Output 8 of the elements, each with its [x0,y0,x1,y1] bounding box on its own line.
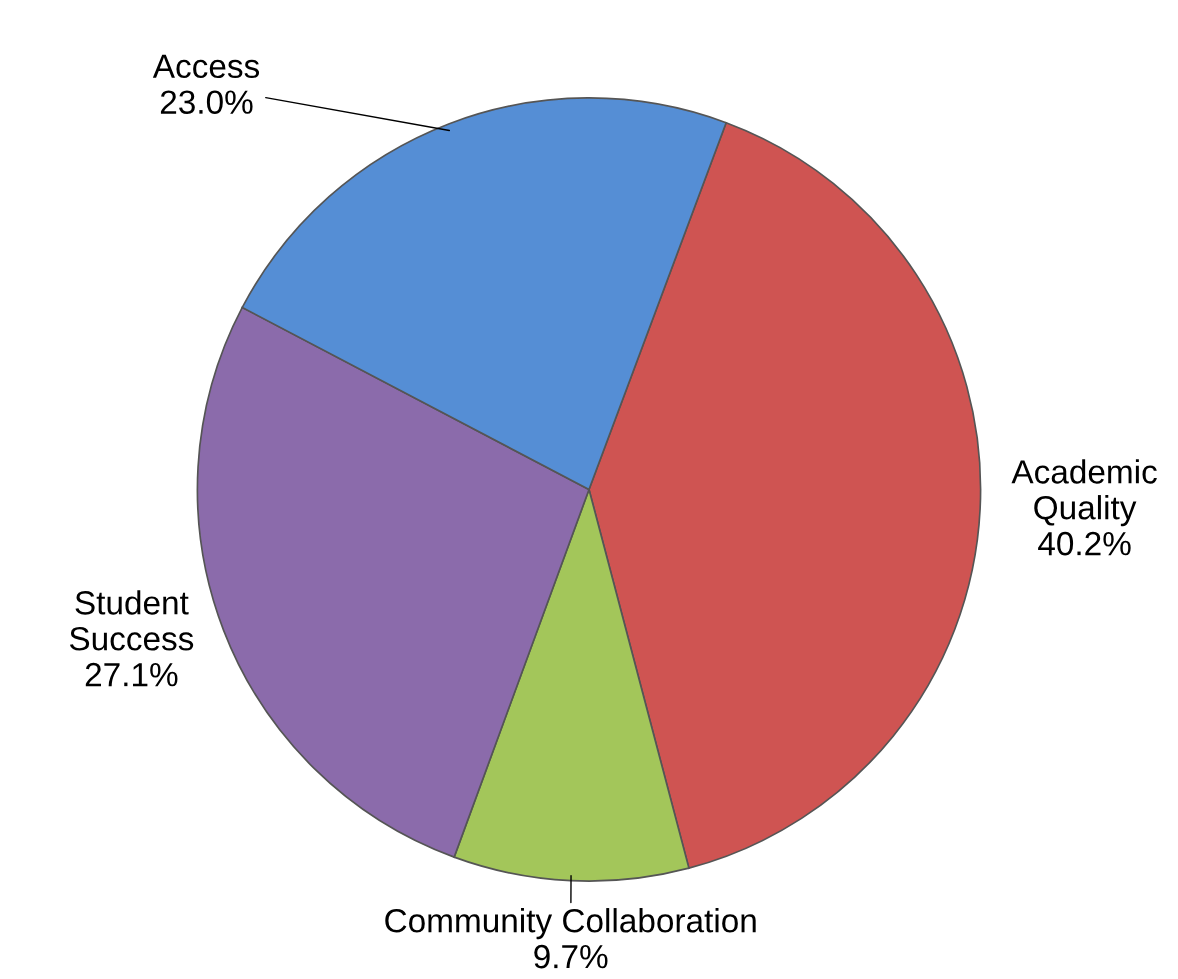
data-label: 23.0% [160,90,253,114]
data-label: 27.1% [85,662,178,687]
slice-label: Community Collaboration [385,908,756,940]
slice-label: Academic Quality [1011,459,1157,527]
data-label: 40.2% [1038,531,1131,556]
data-label: 9.7% [534,944,608,969]
slice-label: Access [152,54,260,79]
slice-label: Student Success [69,590,194,651]
